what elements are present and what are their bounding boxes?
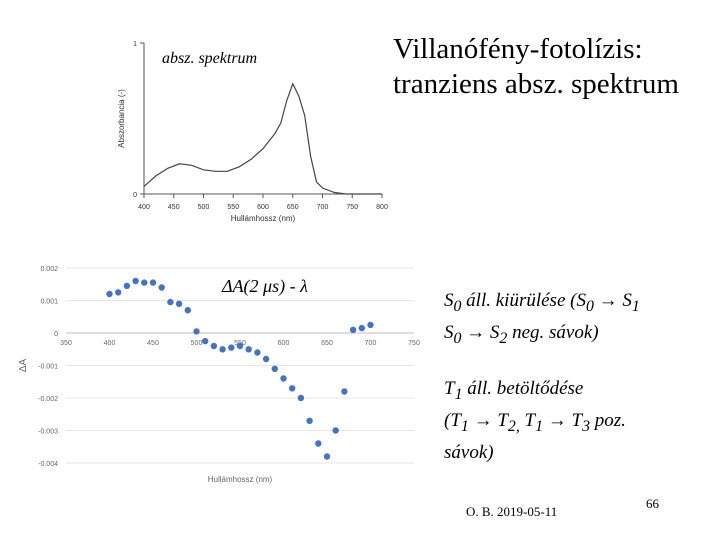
data-point bbox=[219, 346, 226, 353]
data-point bbox=[236, 342, 244, 350]
absorption-spectrum-chart: 400 450 500 550 600 650 700 750 800 0 1 Hullámhossz… bbox=[117, 41, 388, 223]
title-line-2: tranziens absz. spektrum bbox=[393, 68, 679, 100]
x-tick-label: 650 bbox=[287, 204, 299, 211]
data-point bbox=[193, 328, 200, 335]
y-tick-label: 1 bbox=[133, 41, 137, 48]
spectrum-line bbox=[143, 82, 382, 195]
data-point bbox=[289, 385, 296, 392]
y-tick-label: -0.002 bbox=[38, 396, 58, 403]
y-tick-label: 0.001 bbox=[40, 299, 58, 306]
x-tick-label: 350 bbox=[60, 340, 72, 347]
t1-line-1: T1 áll. betöltődése bbox=[444, 378, 584, 403]
t1-line-2: (T1 → T2, T1 → T3 poz. bbox=[444, 409, 626, 435]
s0-depletion-text: S0 áll. kiürülése (S0 → S1 S0 → S2 neg. … bbox=[444, 288, 640, 352]
x-tick-label: 700 bbox=[317, 204, 329, 211]
y-tick-label: 0 bbox=[54, 331, 58, 338]
data-point bbox=[149, 279, 157, 286]
slide-title: Villanófény-fotolízis: tranziens absz. s… bbox=[393, 32, 713, 102]
x-axis-label: Hullámhossz (nm) bbox=[231, 214, 296, 223]
s0-line-2: S0 → S2 neg. sávok) bbox=[444, 321, 599, 347]
y-tick-label: -0.003 bbox=[38, 429, 58, 436]
data-point bbox=[202, 337, 209, 345]
data-point bbox=[123, 282, 131, 290]
x-tick-label: 550 bbox=[227, 204, 239, 211]
data-point bbox=[210, 342, 218, 350]
data-point bbox=[228, 344, 235, 351]
chart-background bbox=[10, 258, 430, 490]
y-tick-label: -0.001 bbox=[38, 364, 58, 371]
t1-population-text: T1 áll. betöltődése (T1 → T2, T1 → T3 po… bbox=[444, 376, 626, 466]
y-axis-label: ΔA bbox=[18, 359, 29, 373]
data-point bbox=[306, 417, 313, 424]
delta-a-label: ΔA(2 μs) - λ bbox=[222, 276, 308, 296]
data-point bbox=[132, 277, 139, 285]
x-tick-label: 700 bbox=[365, 340, 377, 347]
spectrum-label: absz. spektrum bbox=[162, 50, 258, 67]
x-tick-label: 600 bbox=[257, 204, 269, 211]
data-point bbox=[184, 307, 191, 314]
data-point bbox=[167, 298, 174, 306]
data-point bbox=[358, 324, 365, 332]
page-number: 66 bbox=[646, 496, 659, 511]
x-tick-label: 400 bbox=[104, 340, 116, 347]
data-point bbox=[315, 440, 322, 447]
data-point bbox=[245, 346, 252, 353]
data-point bbox=[323, 453, 331, 460]
data-point bbox=[367, 321, 374, 329]
y-tick-label: 0.002 bbox=[40, 266, 58, 273]
footer-author-date: O. B. 2019-05-11 bbox=[466, 504, 558, 519]
y-tick-label: 0 bbox=[133, 192, 137, 199]
x-tick-label: 400 bbox=[138, 204, 150, 211]
x-tick-label: 750 bbox=[346, 204, 358, 211]
data-point bbox=[254, 349, 261, 356]
data-point bbox=[158, 284, 165, 291]
s0-line-1: S0 áll. kiürülése (S0 → S1 bbox=[444, 290, 640, 315]
x-tick-label: 600 bbox=[278, 340, 290, 347]
x-axis-label: Hullámhossz (nm) bbox=[208, 475, 273, 484]
data-point bbox=[341, 388, 348, 395]
data-point bbox=[280, 375, 287, 382]
t1-line-3: sávok) bbox=[444, 441, 494, 463]
data-point bbox=[141, 279, 148, 286]
x-tick-label: 500 bbox=[191, 340, 203, 347]
y-tick-label: -0.004 bbox=[38, 461, 58, 468]
data-point bbox=[297, 394, 305, 402]
data-point bbox=[115, 289, 122, 296]
data-point bbox=[271, 365, 278, 372]
data-point bbox=[332, 427, 339, 434]
transient-spectrum-chart: 0.002 0.001 0 -0.001 -0.002 -0.003 -0.004 350 40… bbox=[10, 258, 430, 490]
data-point bbox=[106, 290, 113, 298]
x-tick-label: 750 bbox=[408, 340, 420, 347]
x-tick-label: 650 bbox=[321, 340, 333, 347]
data-point bbox=[262, 355, 270, 363]
title-line-1: Villanófény-fotolízis: bbox=[393, 33, 643, 65]
data-point bbox=[349, 326, 357, 333]
data-point bbox=[175, 300, 183, 307]
x-tick-label: 500 bbox=[198, 204, 210, 211]
x-tick-label: 450 bbox=[147, 340, 159, 347]
y-axis-label: Abszorbancia (-) bbox=[117, 89, 126, 148]
x-tick-label: 800 bbox=[376, 204, 388, 211]
x-tick-label: 450 bbox=[168, 204, 180, 211]
